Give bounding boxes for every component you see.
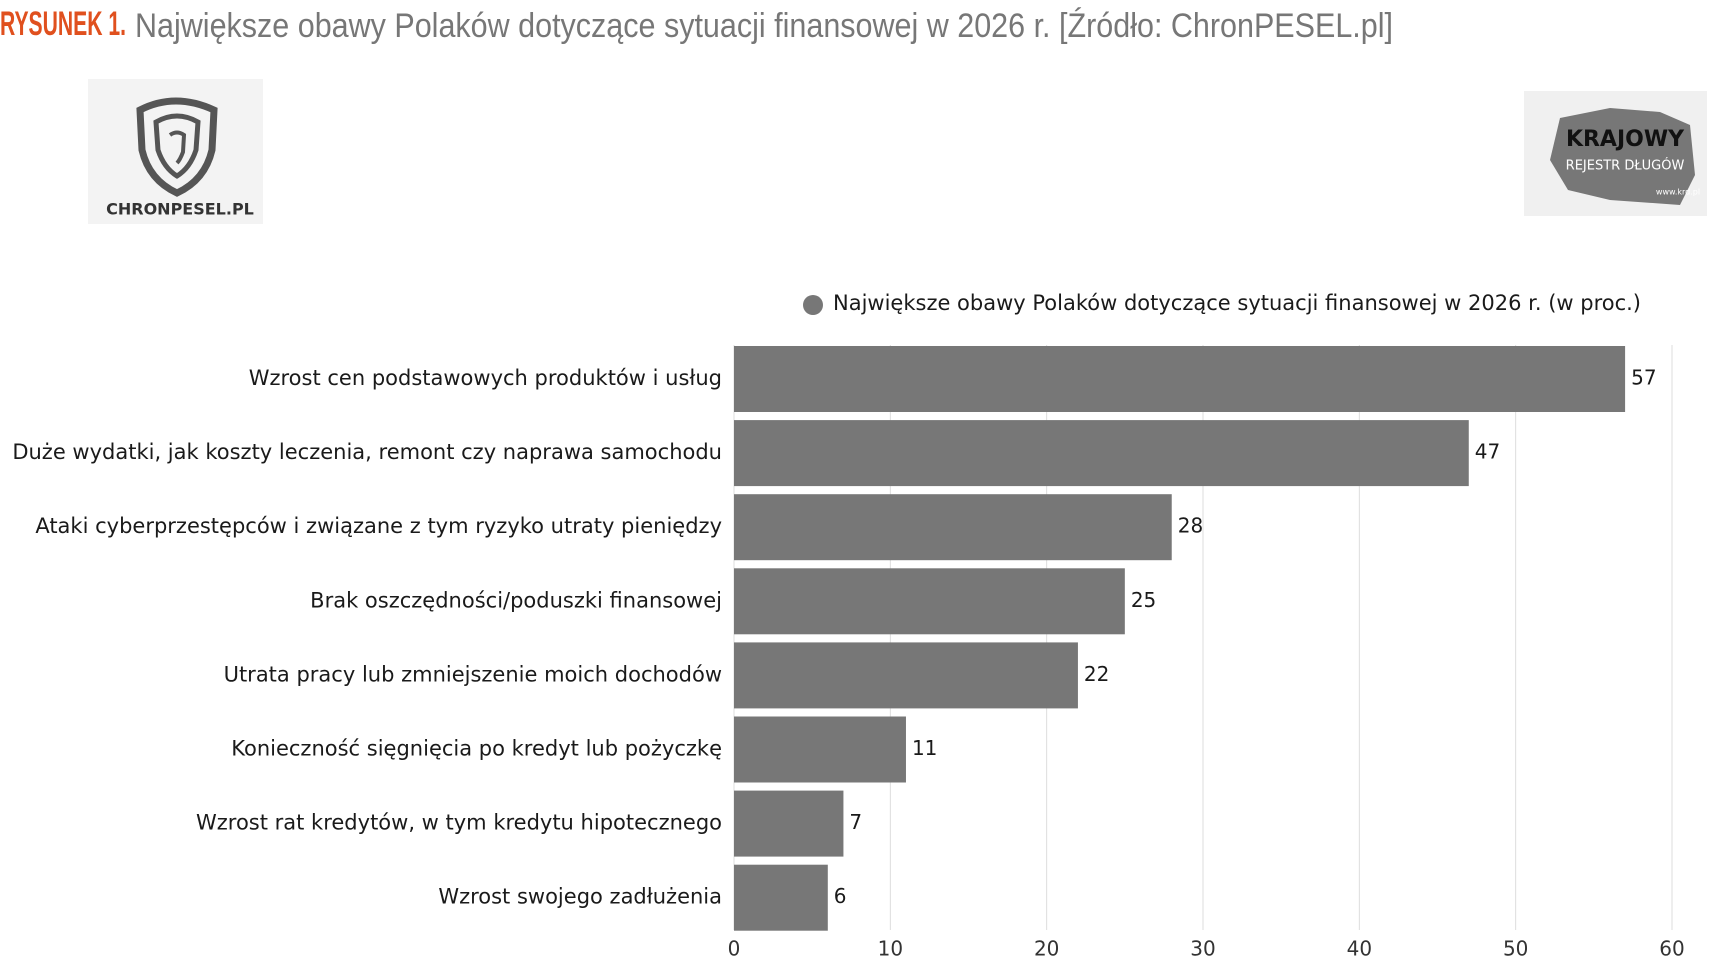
x-tick-label: 50 — [1503, 937, 1528, 960]
logo-text: KRAJOWY — [1566, 127, 1685, 152]
logo-shield — [136, 97, 218, 197]
bar — [734, 494, 1172, 561]
x-tick-label: 40 — [1347, 937, 1372, 960]
legend-marker — [803, 295, 823, 315]
logo-shield — [153, 113, 201, 179]
bar — [734, 790, 844, 857]
logo-left: CHRONPESEL.PL — [88, 79, 263, 224]
logo-text: CHRONPESEL.PL — [106, 200, 254, 219]
category-label: Brak oszczędności/poduszki finansowej — [310, 588, 722, 612]
value-label: 11 — [912, 736, 937, 760]
bar — [734, 346, 1626, 412]
value-label: 7 — [849, 810, 862, 834]
figure-label: RYSUNEK 1. — [0, 5, 126, 43]
category-label: Utrata pracy lub zmniejszenie moich doch… — [224, 662, 722, 686]
category-label: Ataki cyberprzestępców i związane z tym … — [35, 514, 722, 538]
logo-text: www.krd.pl — [1656, 188, 1700, 197]
value-label: 6 — [834, 884, 847, 908]
bar — [734, 420, 1469, 487]
value-label: 28 — [1178, 514, 1203, 538]
bar — [734, 642, 1078, 709]
x-tick-label: 10 — [878, 937, 903, 960]
figure-title: Największe obawy Polaków dotyczące sytua… — [135, 7, 1393, 45]
logo-text: REJESTR DŁUGÓW — [1566, 158, 1685, 174]
category-label: Duże wydatki, jak koszty leczenia, remon… — [12, 440, 722, 464]
bar — [734, 864, 828, 931]
bar — [734, 568, 1125, 635]
category-label: Konieczność sięgnięcia po kredyt lub poż… — [231, 737, 722, 761]
value-label: 47 — [1475, 440, 1500, 464]
category-label: Wzrost cen podstawowych produktów i usłu… — [249, 366, 722, 390]
value-label: 57 — [1631, 366, 1656, 390]
x-tick-label: 20 — [1034, 937, 1059, 960]
x-tick-label: 60 — [1659, 937, 1684, 960]
logo-shield — [168, 130, 187, 165]
category-label: Wzrost rat kredytów, w tym kredytu hipot… — [196, 811, 722, 835]
x-tick-label: 0 — [728, 937, 741, 960]
value-label: 25 — [1131, 588, 1156, 612]
value-label: 22 — [1084, 662, 1109, 686]
logo-right: KRAJOWY REJESTR DŁUGÓW www.krd.pl — [1524, 91, 1707, 216]
category-label: Wzrost swojego zadłużenia — [438, 885, 722, 909]
bar — [734, 716, 906, 783]
x-tick-label: 30 — [1190, 937, 1215, 960]
legend-label: Największe obawy Polaków dotyczące sytua… — [833, 291, 1641, 315]
logo-map — [1550, 108, 1695, 205]
